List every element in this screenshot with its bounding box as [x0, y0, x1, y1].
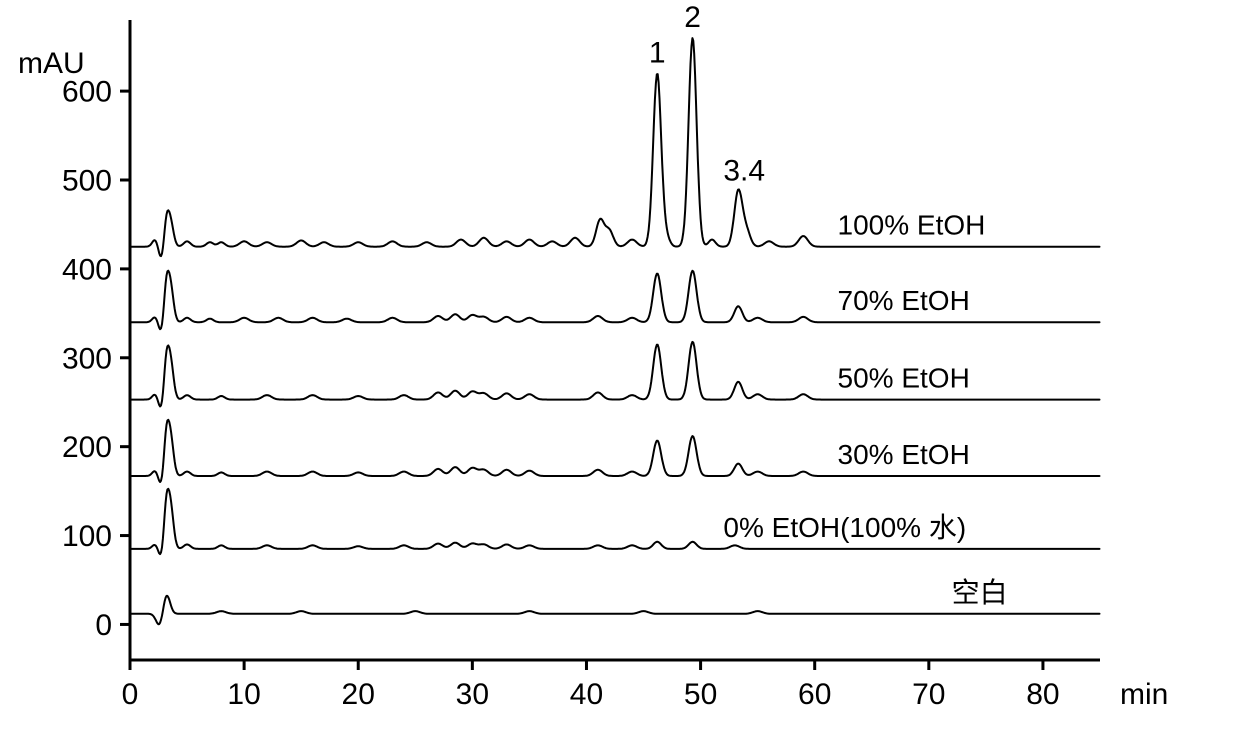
y-tick-label: 500 — [62, 165, 112, 198]
x-tick-label: 10 — [227, 678, 260, 711]
x-tick-label: 60 — [798, 678, 831, 711]
x-tick-label: 40 — [570, 678, 603, 711]
y-tick-label: 100 — [62, 520, 112, 553]
y-tick-label: 200 — [62, 431, 112, 464]
trace-70-label: 70% EtOH — [838, 285, 970, 316]
x-tick-label: 20 — [342, 678, 375, 711]
y-tick-label: 600 — [62, 76, 112, 109]
x-tick-label: 70 — [912, 678, 945, 711]
y-axis-label: mAU — [18, 47, 85, 80]
trace-100-peak-1: 1 — [649, 36, 666, 69]
x-tick-label: 30 — [456, 678, 489, 711]
y-tick-label: 300 — [62, 342, 112, 375]
trace-0-label: 0% EtOH(100% 水) — [723, 512, 966, 543]
x-axis-label: min — [1120, 678, 1168, 711]
chromatogram-chart: 0 100 200 300 400 500 600mAU 0 10 20 30 40 50 60 70 80 m… — [0, 0, 1240, 735]
trace-30-label: 30% EtOH — [838, 439, 970, 470]
y-tick-label: 400 — [62, 253, 112, 286]
trace-100-label: 100% EtOH — [838, 210, 986, 241]
x-tick-label: 50 — [684, 678, 717, 711]
trace-100-peak-3.4: 3.4 — [723, 155, 765, 188]
trace-50-label: 50% EtOH — [838, 363, 970, 394]
x-tick-label: 80 — [1026, 678, 1059, 711]
trace-100-peak-2: 2 — [684, 1, 701, 34]
chart-svg: 0 100 200 300 400 500 600mAU 0 10 20 30 40 50 60 70 80 m… — [0, 0, 1240, 735]
trace-blank-label: 空白 — [952, 577, 1008, 608]
y-tick-label: 0 — [95, 609, 112, 642]
x-tick-label: 0 — [122, 678, 139, 711]
